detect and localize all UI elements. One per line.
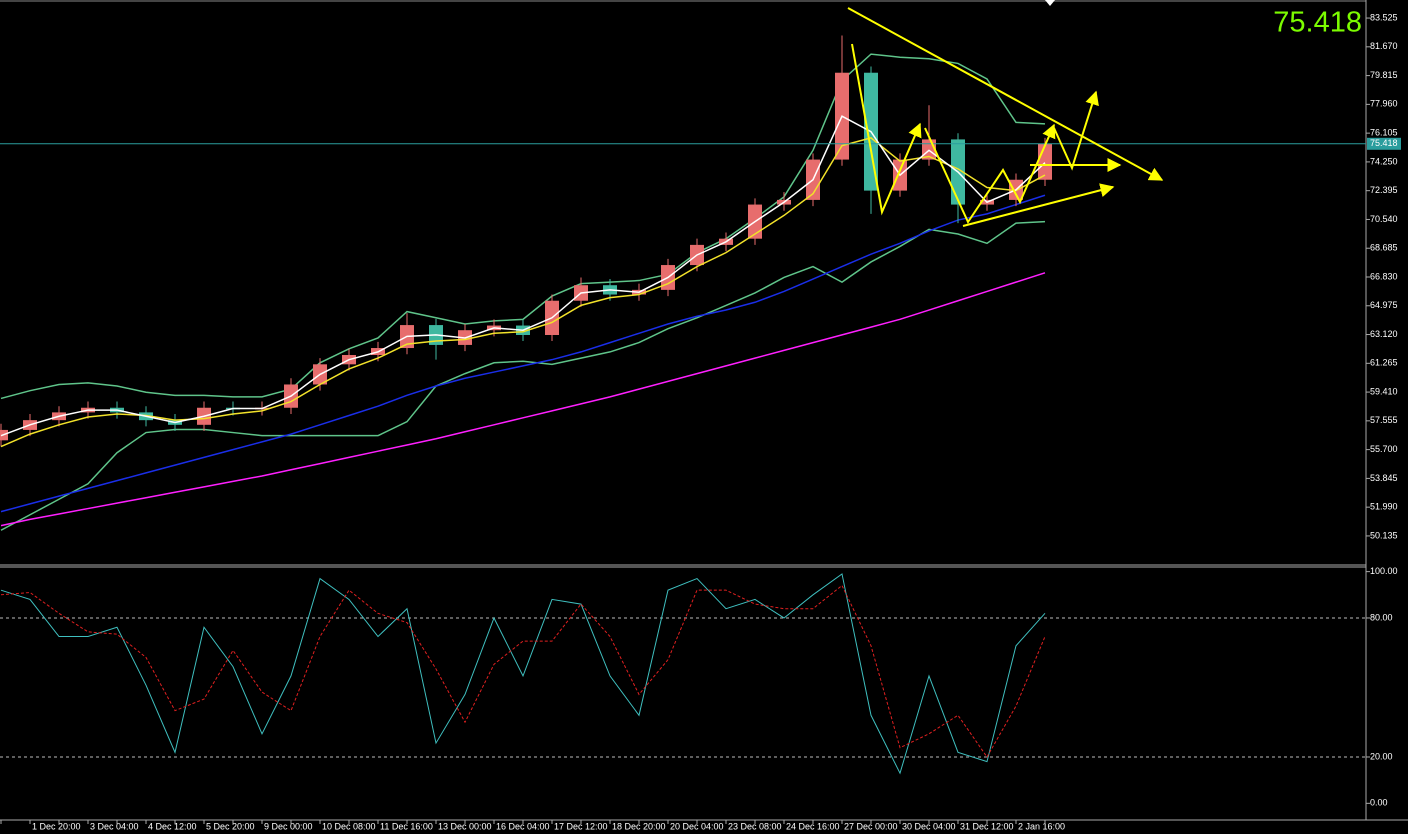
x-tick-label: 24 Dec 16:00 <box>786 821 840 831</box>
y-tick-label: 50.135 <box>1370 530 1398 540</box>
x-tick-label: 23 Dec 08:00 <box>728 821 782 831</box>
y-tick-label: 0.00 <box>1370 798 1388 808</box>
wave-path <box>924 123 1056 225</box>
x-tick-label: 11 Dec 16:00 <box>380 821 433 831</box>
annotations <box>847 7 1164 227</box>
x-tick-label: 5 Dec 20:00 <box>206 821 255 831</box>
x-tick-label: 16 Dec 04:00 <box>496 821 550 831</box>
x-tick-label: 1 Dec 20:00 <box>32 821 81 831</box>
y-tick-label: 53.845 <box>1370 473 1398 483</box>
y-tick-label: 80.00 <box>1370 612 1393 622</box>
y-tick-label: 79.815 <box>1370 70 1398 80</box>
wave-path <box>1053 90 1099 171</box>
last-price-box <box>1367 137 1401 150</box>
x-tick-label: 17 Dec 12:00 <box>554 821 608 831</box>
y-tick-label: 77.960 <box>1370 99 1398 109</box>
trend-line <box>847 7 1164 181</box>
y-tick-label: 61.265 <box>1370 358 1398 368</box>
x-tick-label: 13 Dec 00:00 <box>438 821 492 831</box>
y-tick-label: 64.975 <box>1370 300 1398 310</box>
y-tick-label: 72.395 <box>1370 185 1398 195</box>
y-tick-label: 68.685 <box>1370 243 1398 253</box>
indicator-line <box>0 272 1046 527</box>
y-tick-label: 57.555 <box>1370 415 1398 425</box>
y-tick-label: 81.670 <box>1370 41 1398 51</box>
x-tick-label: 31 Dec 12:00 <box>960 821 1014 831</box>
indicator-line <box>0 53 1046 400</box>
oscillator-line <box>0 573 1046 775</box>
x-tick-label: 3 Dec 04:00 <box>90 821 139 831</box>
shift-marker <box>1045 0 1055 6</box>
moving-average <box>0 115 1046 437</box>
wave-path <box>851 43 922 216</box>
x-tick-label: 4 Dec 12:00 <box>148 821 197 831</box>
x-tick-label: 27 Dec 00:00 <box>844 821 898 831</box>
x-tick-label: 18 Dec 20:00 <box>612 821 666 831</box>
x-tick-label: 2 Jan 16:00 <box>1018 821 1065 831</box>
y-tick-label: 76.105 <box>1370 128 1398 138</box>
y-tick-label: 83.525 <box>1370 12 1398 22</box>
x-tick-label: 10 Dec 08:00 <box>322 821 376 831</box>
y-tick-label: 59.410 <box>1370 386 1398 396</box>
y-tick-label: 74.250 <box>1370 156 1398 166</box>
x-tick-label: 30 Dec 04:00 <box>902 821 956 831</box>
x-tick-label: 9 Dec 00:00 <box>264 821 313 831</box>
y-tick-label: 20.00 <box>1370 751 1393 761</box>
bid-price: 75.418 <box>1273 7 1362 39</box>
indicator-line <box>0 194 1046 513</box>
y-tick-label: 63.120 <box>1370 329 1398 339</box>
y-tick-label: 70.540 <box>1370 214 1398 224</box>
candle-body <box>1038 143 1052 180</box>
y-tick-label: 55.700 <box>1370 444 1398 454</box>
moving-average <box>0 137 1046 448</box>
marks: 83.525 81.670 79.815 77.960 76.105 74.250 72.3… <box>0 12 1401 831</box>
y-tick-label: 66.830 <box>1370 271 1398 281</box>
last-price-label: 75.418 <box>1370 138 1398 148</box>
trend-line <box>962 183 1115 227</box>
y-tick-label: 100.00 <box>1370 566 1398 576</box>
x-tick-label: 20 Dec 04:00 <box>670 821 724 831</box>
y-tick-label: 51.990 <box>1370 502 1398 512</box>
oscillator-line <box>0 584 1046 758</box>
